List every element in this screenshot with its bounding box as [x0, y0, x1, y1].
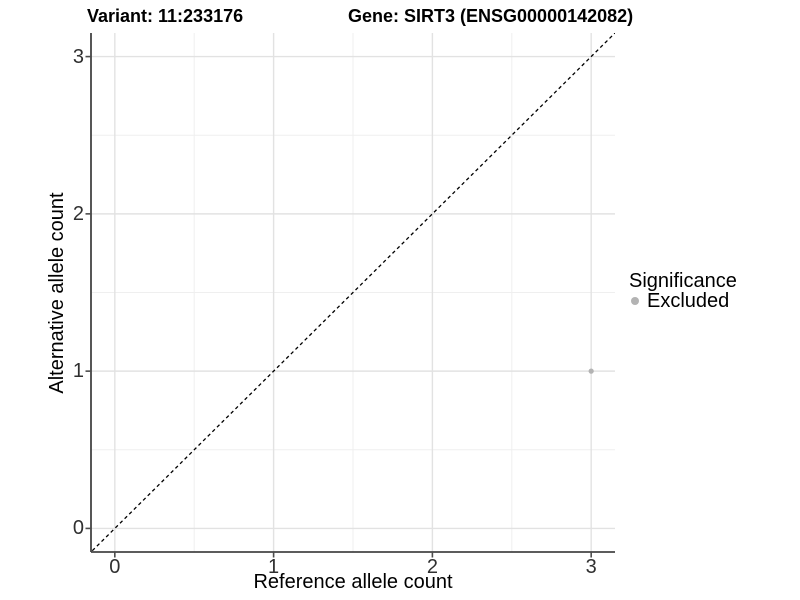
y-tick-label: 1	[72, 360, 84, 383]
x-tick-label: 0	[109, 556, 121, 578]
plot-title-variant: Variant: 11:233176	[87, 6, 244, 26]
y-tick-label: 2	[72, 202, 84, 225]
x-tick-label: 3	[585, 556, 597, 578]
legend-item-excluded: Excluded	[631, 289, 729, 313]
legend-item-label: Excluded	[647, 290, 730, 312]
x-tick-label: 1	[268, 556, 280, 578]
identity-line	[91, 33, 615, 552]
y-tick-label: 3	[72, 45, 84, 68]
plot-title-gene: Gene: SIRT3 (ENSG00000142082)	[348, 6, 634, 26]
data-point	[588, 368, 594, 374]
legend-point-icon	[631, 297, 639, 305]
y-tick-label: 0	[72, 517, 84, 540]
x-axis-title: Reference allele count	[253, 571, 453, 593]
plot-panel	[85, 33, 615, 558]
x-tick-label: 2	[426, 556, 438, 578]
legend-title: Significance	[629, 270, 737, 292]
y-axis-title: Alternative allele count	[46, 192, 68, 394]
